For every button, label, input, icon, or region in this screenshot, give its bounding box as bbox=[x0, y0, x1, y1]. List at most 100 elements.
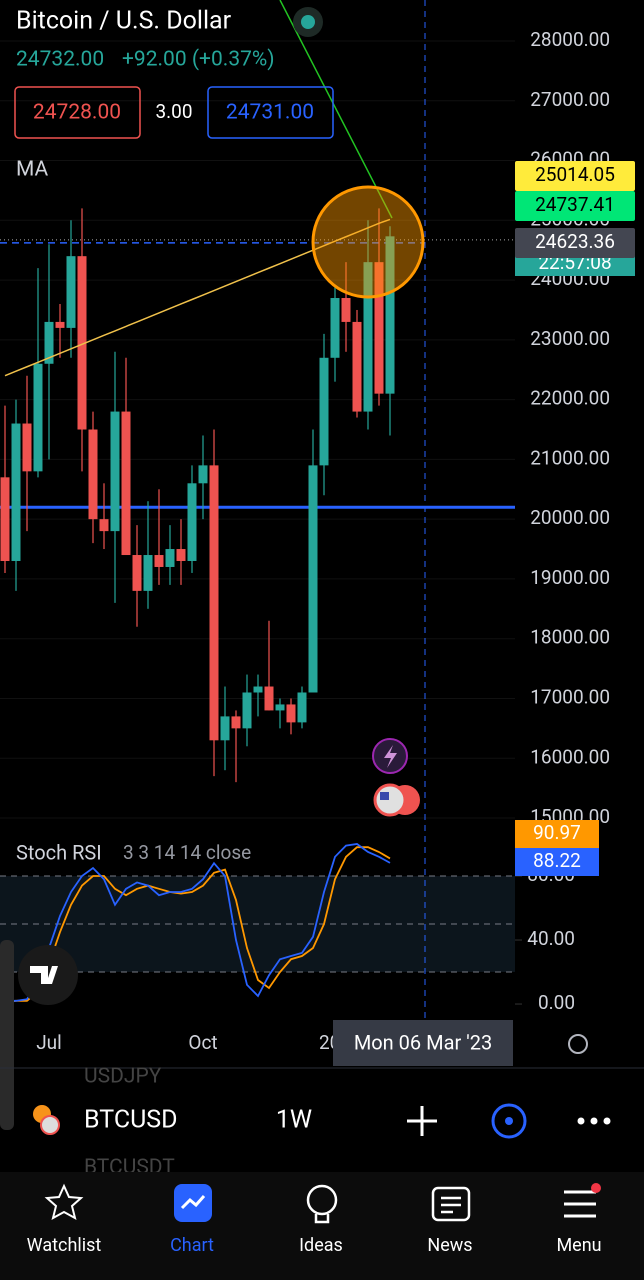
nav-label[interactable]: Watchlist bbox=[27, 1235, 102, 1256]
crosshair-date: Mon 06 Mar '23 bbox=[354, 1030, 492, 1054]
candle-body bbox=[154, 555, 164, 567]
news-icon[interactable] bbox=[431, 1186, 471, 1222]
candle-body bbox=[55, 321, 65, 328]
y-tick-label: 21000.00 bbox=[530, 446, 610, 469]
y-tick-label: 40.00 bbox=[527, 927, 575, 950]
price-change: +92.00 (+0.37%) bbox=[122, 48, 275, 72]
candle-body bbox=[44, 321, 54, 364]
candle-body bbox=[143, 555, 153, 591]
price-badge bbox=[515, 228, 635, 258]
candle-body bbox=[275, 704, 285, 711]
nav-label[interactable]: Menu bbox=[556, 1235, 601, 1256]
candle-body bbox=[242, 692, 252, 729]
more-button[interactable] bbox=[577, 1117, 611, 1125]
candle-body bbox=[187, 483, 197, 561]
indicator-label: MA bbox=[16, 158, 49, 182]
candle-body bbox=[286, 704, 296, 723]
candle-body bbox=[0, 477, 10, 561]
sell-button[interactable] bbox=[14, 86, 141, 139]
indicator-title: Stoch RSI bbox=[16, 840, 102, 864]
candle-body bbox=[121, 411, 131, 556]
indicator-params: 3 3 14 14 close bbox=[123, 841, 251, 864]
nav-label[interactable]: Chart bbox=[170, 1235, 214, 1256]
ideas-base bbox=[314, 1214, 330, 1224]
candle-body bbox=[308, 465, 318, 693]
circle-drawing bbox=[311, 185, 425, 299]
settings-icon[interactable] bbox=[568, 1034, 588, 1054]
candle-body bbox=[374, 262, 384, 394]
y-tick-label: 20000.00 bbox=[530, 506, 610, 529]
y-tick-label: 17000.00 bbox=[530, 685, 610, 708]
gear[interactable] bbox=[568, 1034, 588, 1054]
candle-body bbox=[33, 363, 43, 472]
candle-body bbox=[165, 549, 175, 567]
event-flag[interactable] bbox=[373, 783, 407, 817]
candle-body bbox=[110, 411, 120, 532]
candle-body bbox=[99, 519, 109, 532]
candle-body bbox=[297, 692, 307, 723]
dot bbox=[590, 1117, 598, 1125]
candle-body bbox=[363, 262, 373, 412]
logo bbox=[30, 966, 58, 984]
candle-body bbox=[330, 298, 340, 358]
interval[interactable]: 1W bbox=[276, 1106, 312, 1135]
candle-body bbox=[22, 423, 32, 472]
nav-labels: Watchlist Chart Ideas News Menu bbox=[27, 1235, 602, 1256]
value-badge bbox=[515, 848, 599, 876]
nav-label[interactable]: News bbox=[427, 1235, 472, 1256]
replay-dot bbox=[505, 1117, 513, 1125]
y-tick-label: 27000.00 bbox=[530, 88, 610, 111]
add-button[interactable] bbox=[407, 1106, 437, 1136]
stoch-line bbox=[4, 846, 391, 1004]
price-badge bbox=[515, 191, 635, 221]
candle-body bbox=[385, 236, 395, 394]
nav-label[interactable]: Ideas bbox=[299, 1235, 343, 1256]
candle-body bbox=[352, 321, 362, 412]
value-badge bbox=[515, 820, 599, 848]
buy-button[interactable] bbox=[207, 86, 334, 139]
candle-body bbox=[132, 555, 142, 591]
value-badge-label: 90.97 bbox=[533, 821, 581, 844]
candle-body bbox=[319, 357, 329, 466]
replay-button[interactable] bbox=[491, 1103, 527, 1139]
x-tick-label: Oct bbox=[188, 1031, 217, 1054]
status-dot bbox=[301, 15, 315, 29]
side-handle bbox=[0, 940, 14, 1130]
usd-icon bbox=[40, 1115, 60, 1135]
candle-body bbox=[77, 256, 87, 430]
y-tick-label: 0.00 bbox=[538, 991, 575, 1014]
crosshair-date-bg bbox=[333, 1020, 513, 1066]
y-tick-label: 28000.00 bbox=[530, 28, 610, 51]
menu-icon[interactable] bbox=[564, 1190, 596, 1218]
price-badge bbox=[515, 161, 635, 191]
price-badge-label: 25014.05 bbox=[535, 163, 615, 186]
spread: 3.00 bbox=[155, 100, 192, 123]
flag-canton bbox=[380, 792, 389, 800]
ideas-icon[interactable] bbox=[306, 1184, 338, 1216]
y-tick-label: 19000.00 bbox=[530, 566, 610, 589]
symbol-title: Bitcoin / U.S. Dollar bbox=[16, 7, 232, 36]
candle-body bbox=[220, 716, 230, 741]
ask-price[interactable]: 24731.00 bbox=[226, 101, 314, 125]
candle-body bbox=[88, 429, 98, 520]
value-badge-label: 88.22 bbox=[533, 849, 581, 872]
y-tick-label: 22000.00 bbox=[530, 387, 610, 410]
news-lines bbox=[441, 1196, 461, 1214]
candle-body bbox=[231, 716, 241, 729]
stoch-line bbox=[5, 843, 391, 1002]
y-tick-label: 23000.00 bbox=[530, 327, 610, 350]
symbol[interactable]: BTCUSD bbox=[84, 1106, 178, 1135]
candle-body bbox=[11, 423, 21, 561]
trend-line bbox=[279, 0, 393, 219]
bid-price[interactable]: 24728.00 bbox=[33, 101, 121, 125]
price-badge-label: 24623.36 bbox=[535, 230, 615, 253]
watchlist-icon[interactable] bbox=[44, 1183, 84, 1220]
x-tick-label: Jul bbox=[36, 1031, 62, 1054]
y-tick-label: 18000.00 bbox=[530, 626, 610, 649]
notification-dot bbox=[591, 1183, 601, 1193]
ma-line bbox=[4, 218, 391, 377]
candle-body bbox=[209, 465, 219, 741]
candle-body bbox=[176, 549, 186, 561]
